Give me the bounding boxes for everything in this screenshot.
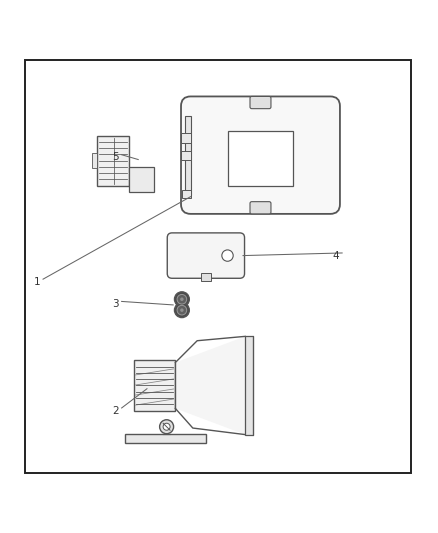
Circle shape [177,305,187,315]
Text: 2: 2 [112,406,119,416]
Circle shape [159,420,173,434]
Bar [134,360,175,410]
Bar [125,434,206,443]
Circle shape [174,303,189,318]
FancyBboxPatch shape [250,96,271,109]
Bar [185,116,191,195]
FancyBboxPatch shape [250,201,271,214]
Bar [182,190,191,198]
FancyBboxPatch shape [181,96,340,214]
Circle shape [180,297,184,301]
Bar [97,135,130,185]
Bar [181,133,191,143]
Bar [25,60,411,473]
Circle shape [180,309,184,312]
Bar [92,153,97,168]
Text: 4: 4 [332,251,339,261]
Bar [181,151,191,160]
Circle shape [222,250,233,261]
Polygon shape [175,336,245,434]
Text: 1: 1 [33,277,40,287]
FancyBboxPatch shape [167,233,244,278]
Bar [228,131,293,185]
Bar [130,166,153,192]
Bar [245,336,253,434]
Circle shape [177,294,187,304]
Text: 3: 3 [112,299,119,309]
Circle shape [174,292,189,306]
Text: 5: 5 [112,152,119,163]
Bar [201,273,211,281]
Circle shape [163,423,170,430]
